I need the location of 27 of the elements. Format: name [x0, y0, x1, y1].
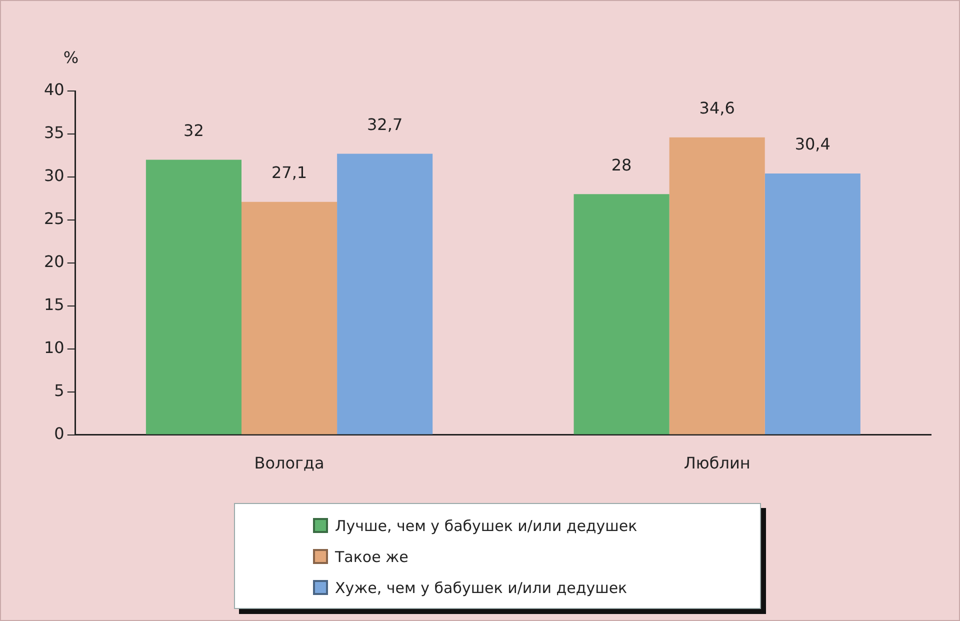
bar [337, 154, 433, 434]
y-tick-label: 40 [44, 80, 64, 100]
y-tick-label: 35 [44, 123, 64, 142]
legend-label: Хуже, чем у бабушек и/или дедушек [335, 578, 628, 596]
legend-label: Такое же [335, 548, 408, 566]
data-label: 32,7 [367, 114, 403, 134]
y-tick-label: 15 [44, 295, 64, 314]
y-tick-label: 0 [54, 424, 64, 443]
x-tick-label: Вологда [254, 454, 324, 473]
y-tick-label: 20 [44, 252, 64, 272]
x-tick-label: Люблин [684, 454, 750, 473]
data-label: 34,6 [699, 98, 735, 118]
y-tick-label: 30 [44, 166, 64, 186]
data-label: 30,4 [794, 134, 830, 154]
data-label: 32 [184, 120, 204, 140]
bar [764, 174, 860, 434]
bar [241, 202, 338, 434]
bar [574, 194, 670, 434]
bar [146, 160, 242, 434]
y-tick-label: 5 [54, 380, 64, 400]
legend-label: Лучше, чем у бабушек и/или дедушек [335, 516, 638, 534]
y-axis-title: % [63, 48, 79, 68]
data-label: 27,1 [271, 163, 308, 182]
y-tick-label: 10 [44, 338, 64, 358]
y-tick-label: 25 [44, 209, 64, 228]
data-label: 28 [611, 155, 632, 174]
bar [669, 137, 765, 434]
